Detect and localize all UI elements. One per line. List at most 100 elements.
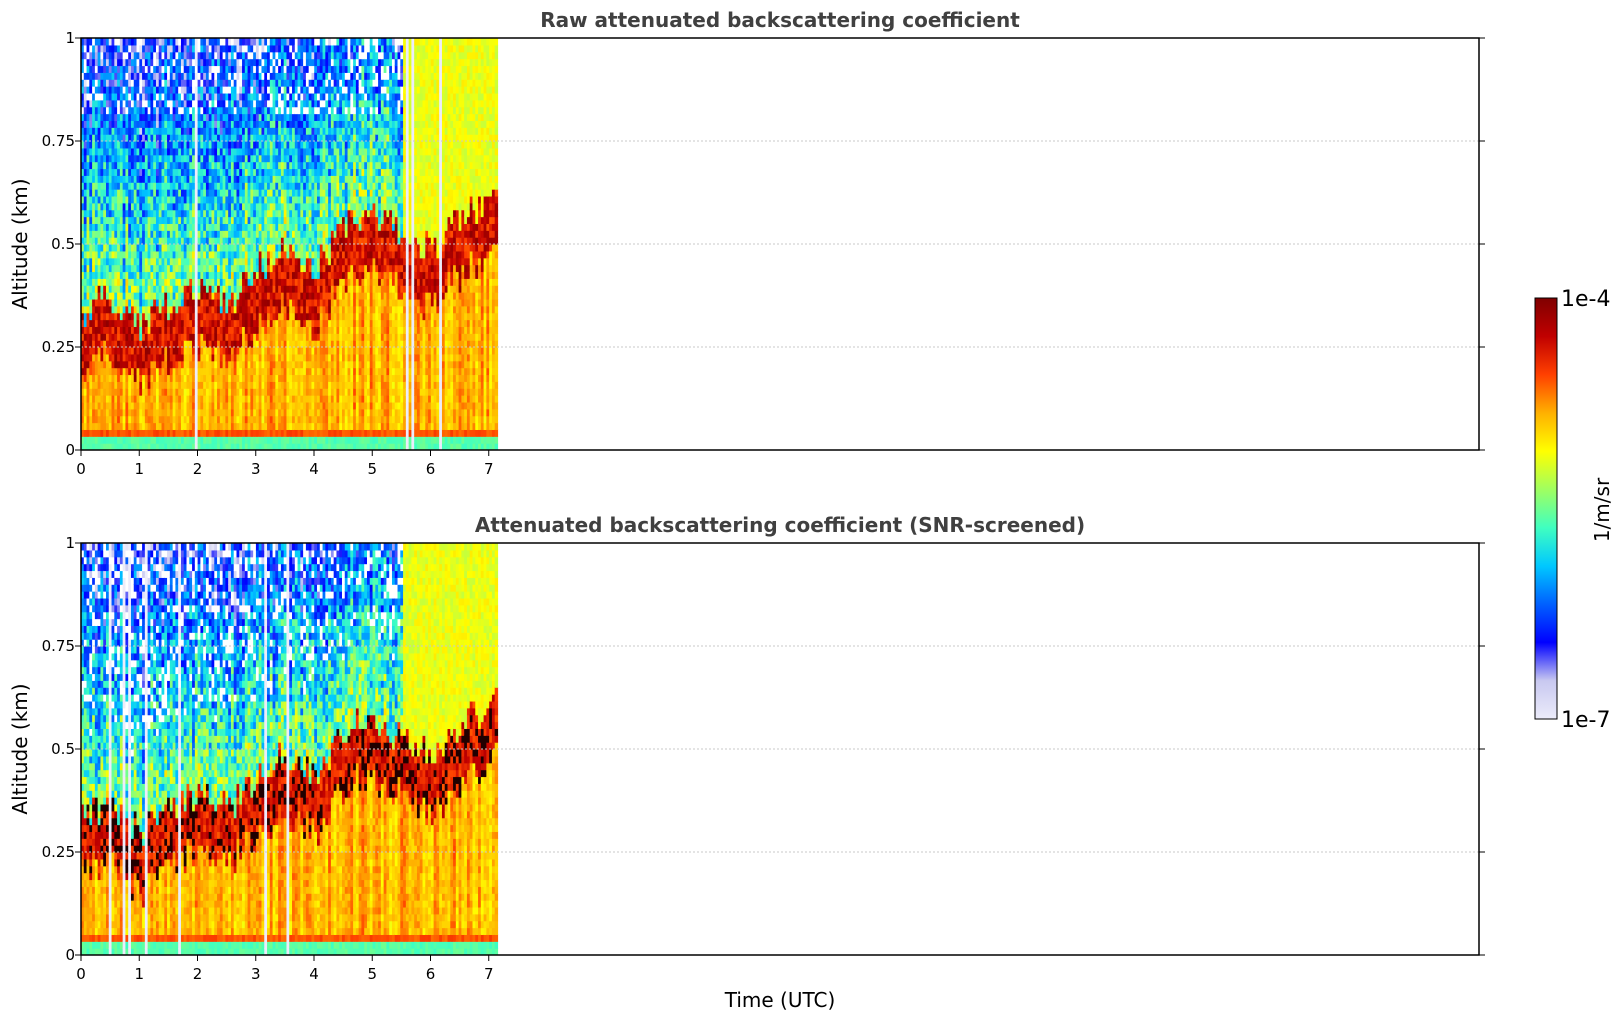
heatmap-cell	[255, 189, 260, 197]
heatmap-cell	[286, 38, 290, 46]
heatmap-cell	[197, 72, 201, 80]
heatmap-cell	[144, 257, 149, 266]
heatmap-cell	[272, 134, 276, 142]
heatmap-cell	[133, 58, 138, 67]
heatmap-cell	[300, 182, 304, 190]
heatmap-cell	[133, 257, 138, 266]
heatmap-cell	[219, 161, 224, 170]
heatmap-cell	[194, 51, 199, 60]
heatmap-cell	[150, 250, 154, 259]
heatmap-cell	[86, 216, 90, 224]
heatmap-cell	[264, 168, 268, 176]
heatmap-cell	[128, 257, 132, 266]
heatmap-cell	[233, 319, 238, 327]
heatmap-cell	[253, 202, 257, 211]
heatmap-cell	[83, 230, 88, 238]
heatmap-cell	[222, 298, 226, 307]
heatmap-cell	[164, 86, 168, 94]
heatmap-cell	[81, 360, 85, 369]
heatmap-cell	[144, 381, 149, 389]
heatmap-cell	[261, 388, 265, 396]
heatmap-cell	[122, 216, 127, 224]
heatmap-cell	[272, 209, 276, 218]
heatmap-cell	[211, 429, 215, 437]
heatmap-cell	[97, 154, 102, 163]
heatmap-cell	[200, 127, 204, 135]
heatmap-cell	[150, 92, 154, 101]
heatmap-cell	[111, 353, 115, 362]
heatmap-cell	[194, 195, 199, 204]
heatmap-cell	[289, 333, 293, 341]
heatmap-cell	[136, 44, 140, 53]
heatmap-cell	[228, 51, 232, 60]
heatmap-cell	[119, 264, 124, 273]
heatmap-cell	[253, 209, 257, 218]
heatmap-cell	[122, 374, 127, 382]
heatmap-cell	[144, 99, 149, 108]
heatmap-cell	[303, 422, 307, 430]
heatmap-cell	[189, 168, 193, 176]
heatmap-cell	[103, 72, 107, 80]
heatmap-cell	[267, 353, 271, 362]
heatmap-cell	[300, 408, 304, 417]
heatmap-cell	[142, 195, 146, 204]
heatmap-cell	[164, 161, 168, 170]
heatmap-cell	[255, 202, 260, 211]
heatmap-cell	[169, 141, 174, 149]
heatmap-cell	[222, 134, 226, 142]
heatmap-cell	[233, 395, 238, 403]
heatmap-cell	[267, 92, 271, 101]
heatmap-cell	[300, 113, 304, 121]
heatmap-cell	[275, 168, 279, 176]
heatmap-cell	[308, 72, 313, 80]
heatmap-cell	[92, 347, 96, 355]
heatmap-cell	[283, 422, 288, 430]
heatmap-cell	[125, 401, 129, 410]
heatmap-cell	[86, 182, 90, 190]
heatmap-cell	[169, 72, 174, 80]
heatmap-cell	[239, 264, 243, 273]
heatmap-cell	[250, 436, 254, 444]
heatmap-cell	[155, 127, 160, 135]
heatmap-cell	[186, 319, 190, 327]
heatmap-cell	[236, 319, 240, 327]
heatmap-cell	[117, 374, 121, 382]
heatmap-cell	[278, 141, 282, 149]
heatmap-cell	[117, 312, 121, 321]
heatmap-cell	[139, 38, 143, 46]
heatmap-cell	[158, 134, 163, 142]
heatmap-cell	[167, 175, 171, 183]
heatmap-cell	[94, 106, 99, 115]
heatmap-cell	[139, 86, 143, 94]
heatmap-cell	[158, 312, 163, 321]
heatmap-cell	[255, 278, 260, 286]
heatmap-cell	[236, 237, 240, 245]
heatmap-cell	[161, 51, 165, 60]
heatmap-cell	[230, 422, 235, 430]
heatmap-cell	[111, 360, 115, 369]
heatmap-cell	[122, 250, 127, 259]
heatmap-cell	[92, 353, 96, 362]
heatmap-cell	[242, 147, 246, 156]
heatmap-cell	[286, 415, 290, 424]
heatmap-cell	[130, 99, 135, 108]
heatmap-cell	[264, 408, 268, 417]
heatmap-cell	[230, 38, 235, 46]
heatmap-cell	[108, 415, 113, 424]
heatmap-cell	[264, 58, 268, 67]
heatmap-cell	[205, 195, 210, 204]
heatmap-cell	[219, 367, 224, 376]
heatmap-cell	[214, 340, 218, 348]
heatmap-cell	[100, 298, 104, 307]
heatmap-cell	[125, 79, 129, 87]
heatmap-cell	[275, 182, 279, 190]
heatmap-cell	[164, 264, 168, 273]
heatmap-cell	[83, 319, 88, 327]
heatmap-cell	[214, 429, 218, 437]
heatmap-cell	[305, 223, 310, 231]
heatmap-cell	[250, 154, 254, 163]
heatmap-cell	[125, 86, 129, 94]
heatmap-cell	[192, 182, 196, 190]
heatmap-cell	[117, 340, 121, 348]
heatmap-cell	[94, 161, 99, 170]
